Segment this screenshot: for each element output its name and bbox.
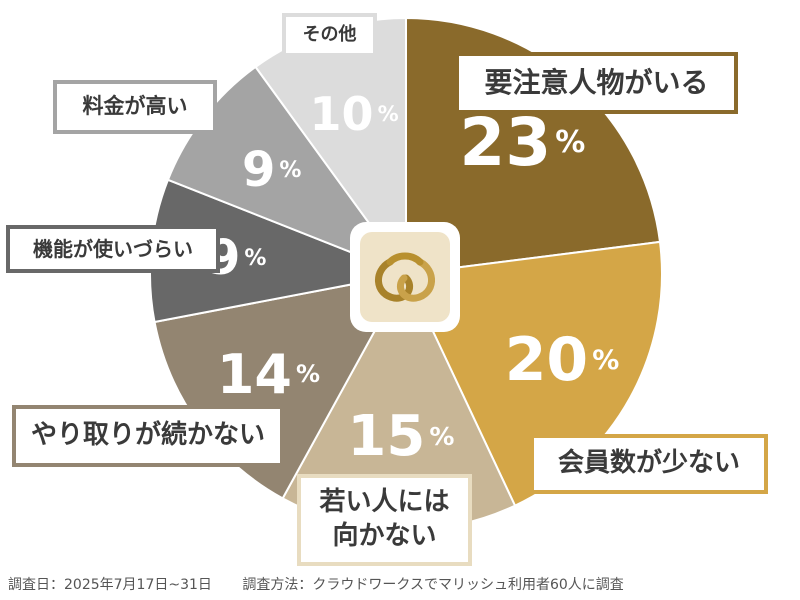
survey-method: 調査方法：クラウドワークスでマリッシュ利用者60人に調査 xyxy=(242,577,624,593)
pie-value-label-6: 10% xyxy=(310,87,399,141)
callout-要注意人物がいる: 要注意人物がいる xyxy=(455,52,738,114)
survey-footer: 調査日：2025年7月17日~31日 調査方法：クラウドワークスでマリッシュ利用… xyxy=(8,574,650,594)
callout-label: その他 xyxy=(302,24,357,46)
callout-label: 料金が高い xyxy=(82,94,188,119)
pie-value-label-2: 15% xyxy=(347,403,454,468)
callout-label-line2: 向かない xyxy=(332,521,437,551)
callout-その他: その他 xyxy=(282,13,377,57)
callout-label: 要注意人物がいる xyxy=(484,65,709,99)
callout-label-line1: 若い人には xyxy=(319,487,450,518)
pie-value-label-0: 23% xyxy=(459,103,585,180)
survey-date: 調査日：2025年7月17日~31日 xyxy=(8,577,212,593)
callout-会員数が少ない: 会員数が少ない xyxy=(530,434,768,494)
ring-right xyxy=(397,258,435,302)
pie-value-label-1: 20% xyxy=(505,325,620,395)
callout-label: 会員数が少ない xyxy=(557,448,740,479)
callout-label: 機能が使いづらい xyxy=(33,237,193,261)
callout-機能が使いづらい: 機能が使いづらい xyxy=(6,225,220,273)
interlocking-rings-icon xyxy=(375,252,435,302)
callout-やり取りが続かない: やり取りが続かない xyxy=(12,405,284,467)
app-logo xyxy=(350,222,460,332)
ring-left xyxy=(375,258,413,302)
callout-label: やり取りが続かない xyxy=(30,420,265,451)
logo-background xyxy=(360,232,450,322)
ring-top xyxy=(386,252,424,266)
callout-若い人には向かない: 若い人には 向かない xyxy=(297,474,472,566)
pie-value-label-3: 14% xyxy=(217,342,320,405)
callout-料金が高い: 料金が高い xyxy=(53,80,217,134)
pie-value-label-5: 9% xyxy=(242,142,301,198)
